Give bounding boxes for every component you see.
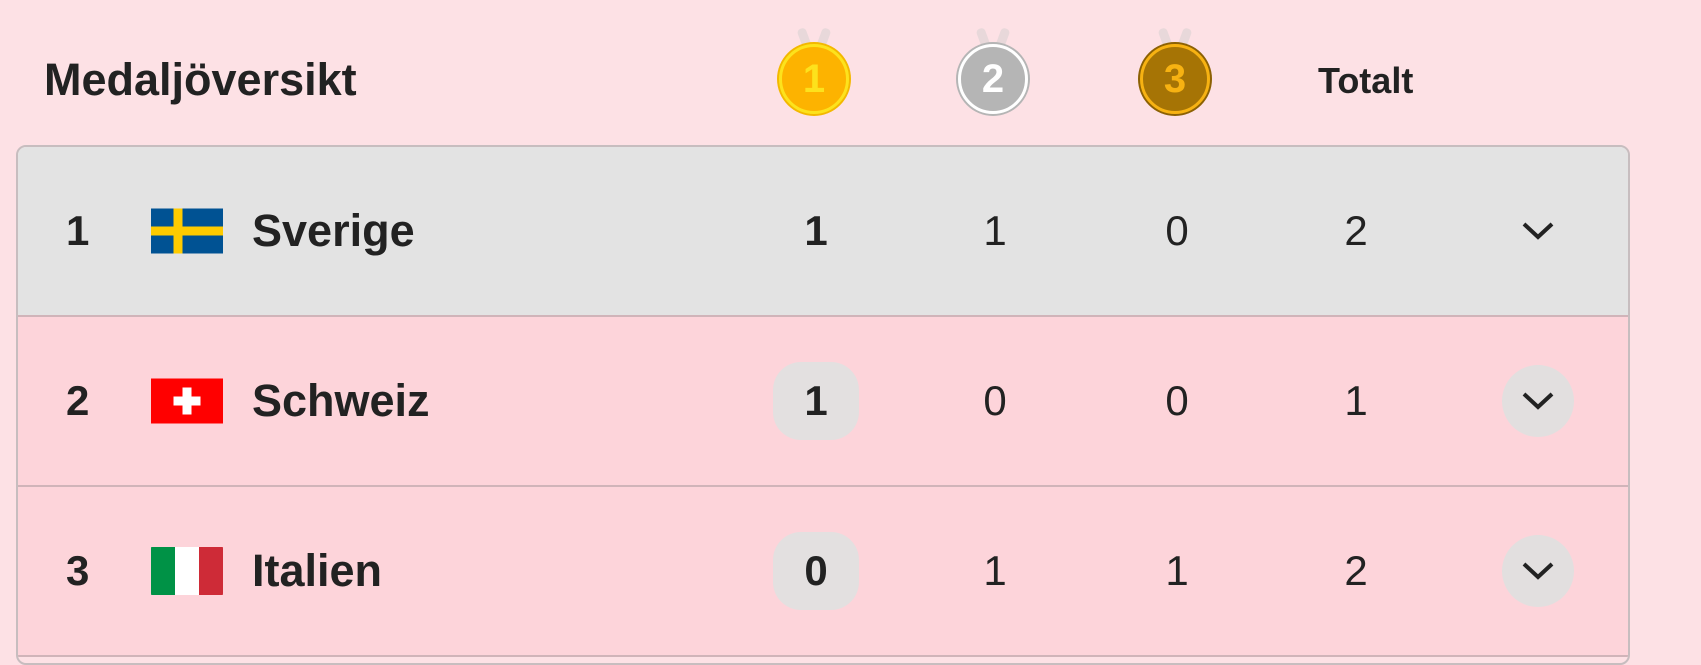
total-count: 2 [1344,207,1368,254]
country-name: Schweiz [252,375,430,426]
expand-button[interactable] [1502,195,1574,267]
chevron-down-icon [1522,392,1554,410]
chevron-down-icon [1522,222,1554,240]
gold-header: 1 [779,44,849,114]
bronze-count: 0 [1165,377,1189,424]
table-row[interactable]: 2 Schweiz 1 0 0 1 [18,317,1628,487]
italy-flag-icon [151,547,223,595]
expand-button[interactable] [1502,365,1574,437]
total-header: Totalt [1318,60,1414,101]
total-count: 2 [1344,547,1368,594]
rank: 1 [66,207,90,254]
bronze-header: 3 [1140,44,1210,114]
silver-count: 1 [983,207,1007,254]
gold-count: 1 [773,362,859,440]
gold-medal-icon: 1 [778,27,850,116]
table-row[interactable]: 1 Sverige 1 1 0 2 [18,147,1628,317]
sweden-flag-icon [151,208,223,254]
country-name: Italien [252,545,383,596]
rank: 3 [66,547,90,594]
expand-button[interactable] [1502,535,1574,607]
bronze-medal-icon: 3 [1139,27,1211,116]
silver-count: 0 [983,377,1007,424]
gold-count: 0 [773,532,859,610]
chevron-down-icon [1522,562,1554,580]
silver-count: 1 [983,547,1007,594]
bronze-count: 1 [1165,547,1189,594]
bronze-count: 0 [1165,207,1189,254]
switzerland-flag-icon [151,378,223,424]
silver-medal-icon: 2 [957,27,1029,116]
gold-count: 1 [804,207,828,254]
medal-table: 1 Sverige 1 1 0 2 2 Schweiz 1 0 0 1 3 It… [16,145,1630,665]
table-row[interactable]: 3 Italien 0 1 1 2 [18,487,1628,657]
country-name: Sverige [252,205,415,256]
page-title: Medaljöversikt [44,54,357,105]
silver-header: 2 [958,44,1028,114]
total-count: 1 [1344,377,1368,424]
rank: 2 [66,377,90,424]
